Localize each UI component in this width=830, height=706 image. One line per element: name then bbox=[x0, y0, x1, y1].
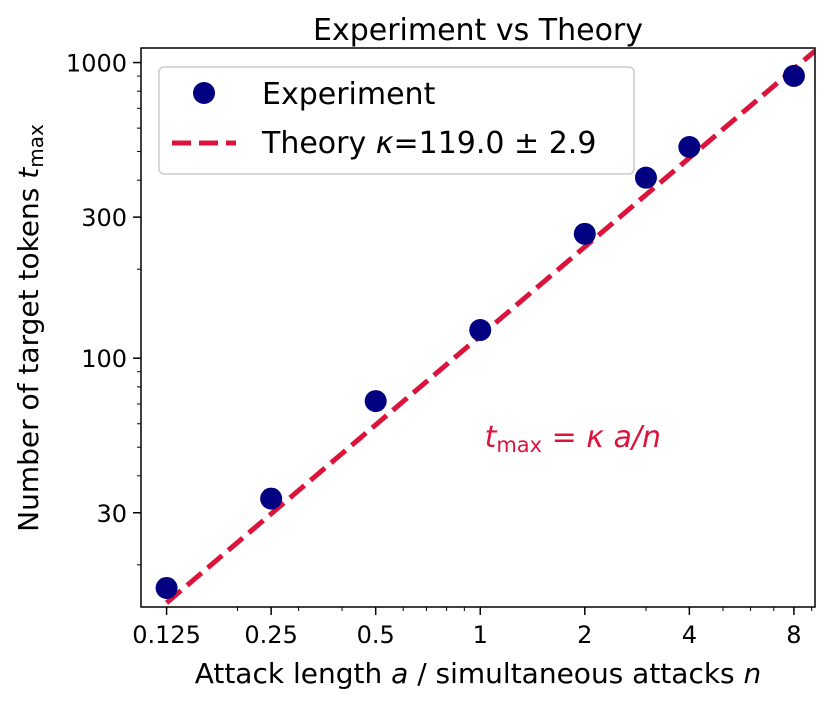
chart-title: Experiment vs Theory bbox=[313, 13, 643, 48]
y-tick-label: 300 bbox=[81, 204, 127, 232]
experiment-point bbox=[260, 487, 283, 510]
y-tick-label: 1000 bbox=[66, 50, 127, 78]
x-axis: 0.125 0.25 0.5 1 2 4 8 bbox=[132, 607, 813, 649]
x-tick-label: 2 bbox=[577, 621, 592, 649]
experiment-point bbox=[155, 576, 178, 599]
formula-annotation: tmax = κ a/n bbox=[485, 420, 661, 457]
legend-box bbox=[158, 66, 635, 175]
plot-frame bbox=[140, 47, 816, 608]
legend-label-theory: Theory κ=119.0 ± 2.9 bbox=[261, 126, 596, 161]
legend-label-experiment: Experiment bbox=[262, 77, 436, 112]
y-axis-label: Number of target tokens tmax bbox=[12, 124, 48, 532]
legend: Experiment Theory κ=119.0 ± 2.9 bbox=[158, 66, 635, 175]
experiment-point bbox=[634, 166, 657, 189]
theory-line bbox=[164, 49, 815, 605]
experiment-point bbox=[573, 222, 596, 245]
legend-marker-experiment bbox=[193, 82, 215, 104]
experiment-point bbox=[469, 319, 492, 342]
x-axis-label: Attack length a / simultaneous attacks n bbox=[195, 657, 762, 690]
x-tick-label: 0.5 bbox=[357, 621, 395, 649]
experiment-point bbox=[678, 136, 701, 159]
plot-area bbox=[155, 49, 815, 605]
y-axis: 30 100 300 1000 bbox=[66, 50, 141, 566]
y-tick-label: 100 bbox=[81, 345, 127, 373]
x-tick-label: 8 bbox=[786, 621, 801, 649]
y-tick-label: 30 bbox=[96, 500, 127, 528]
experiment-point bbox=[364, 390, 387, 413]
x-tick-label: 0.125 bbox=[132, 621, 201, 649]
x-tick-label: 4 bbox=[682, 621, 697, 649]
x-tick-label: 0.25 bbox=[244, 621, 297, 649]
experiment-point bbox=[782, 64, 805, 87]
x-tick-label: 1 bbox=[473, 621, 488, 649]
